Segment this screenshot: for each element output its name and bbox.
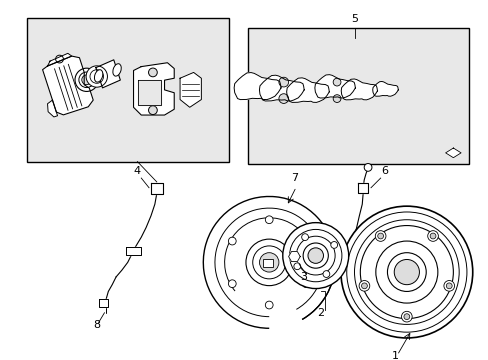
Polygon shape	[133, 63, 174, 115]
Circle shape	[302, 280, 309, 288]
Ellipse shape	[113, 64, 121, 76]
Text: 1: 1	[391, 351, 398, 360]
Polygon shape	[314, 75, 355, 98]
Circle shape	[81, 75, 91, 85]
Polygon shape	[96, 60, 120, 88]
Polygon shape	[234, 73, 281, 100]
Circle shape	[361, 283, 366, 289]
Polygon shape	[372, 81, 398, 96]
Text: 7: 7	[290, 173, 297, 183]
Circle shape	[148, 68, 157, 77]
Circle shape	[360, 226, 452, 319]
Circle shape	[393, 260, 419, 285]
Polygon shape	[445, 148, 460, 158]
Polygon shape	[138, 80, 161, 105]
Circle shape	[252, 246, 285, 279]
Circle shape	[375, 241, 437, 303]
Text: 6: 6	[380, 166, 387, 176]
Circle shape	[289, 229, 341, 282]
Polygon shape	[42, 56, 93, 115]
Circle shape	[443, 280, 454, 291]
Circle shape	[148, 106, 157, 114]
Circle shape	[75, 68, 98, 91]
Text: 5: 5	[350, 14, 357, 24]
Circle shape	[332, 78, 340, 86]
Circle shape	[354, 220, 458, 324]
Polygon shape	[288, 252, 300, 262]
Circle shape	[377, 233, 383, 239]
Circle shape	[374, 231, 385, 241]
Circle shape	[303, 243, 327, 268]
Polygon shape	[259, 75, 304, 101]
Polygon shape	[125, 247, 141, 255]
Circle shape	[228, 237, 236, 245]
Text: 4: 4	[134, 166, 141, 176]
Bar	[263, 260, 272, 267]
Ellipse shape	[94, 70, 102, 82]
Polygon shape	[180, 72, 201, 107]
Circle shape	[323, 271, 329, 278]
Circle shape	[228, 280, 236, 288]
Text: 8: 8	[93, 320, 100, 330]
Circle shape	[259, 253, 278, 272]
Circle shape	[296, 236, 334, 275]
Polygon shape	[286, 78, 328, 102]
Polygon shape	[151, 183, 163, 194]
Polygon shape	[341, 79, 377, 100]
Circle shape	[90, 70, 103, 83]
Circle shape	[401, 311, 411, 322]
Circle shape	[79, 72, 94, 87]
Circle shape	[278, 77, 288, 87]
Circle shape	[346, 212, 466, 332]
Circle shape	[56, 55, 63, 63]
Circle shape	[427, 231, 437, 241]
Text: 3: 3	[300, 272, 307, 282]
Circle shape	[282, 222, 348, 289]
Circle shape	[386, 253, 426, 292]
Circle shape	[446, 283, 451, 289]
Polygon shape	[358, 183, 367, 193]
Circle shape	[293, 263, 300, 270]
Circle shape	[307, 248, 323, 264]
Circle shape	[265, 301, 272, 309]
Circle shape	[332, 95, 340, 103]
Circle shape	[358, 280, 369, 291]
Bar	[27, 18, 228, 162]
Polygon shape	[99, 299, 108, 307]
Polygon shape	[47, 53, 72, 66]
Circle shape	[86, 66, 107, 87]
Circle shape	[364, 163, 371, 171]
Circle shape	[265, 216, 272, 224]
Circle shape	[245, 239, 292, 285]
Circle shape	[301, 234, 308, 240]
Text: 2: 2	[316, 308, 324, 318]
Polygon shape	[47, 100, 58, 117]
Circle shape	[278, 94, 288, 103]
Circle shape	[330, 242, 337, 248]
Circle shape	[340, 206, 472, 338]
Bar	[247, 28, 468, 163]
Circle shape	[429, 233, 435, 239]
Circle shape	[403, 314, 409, 320]
